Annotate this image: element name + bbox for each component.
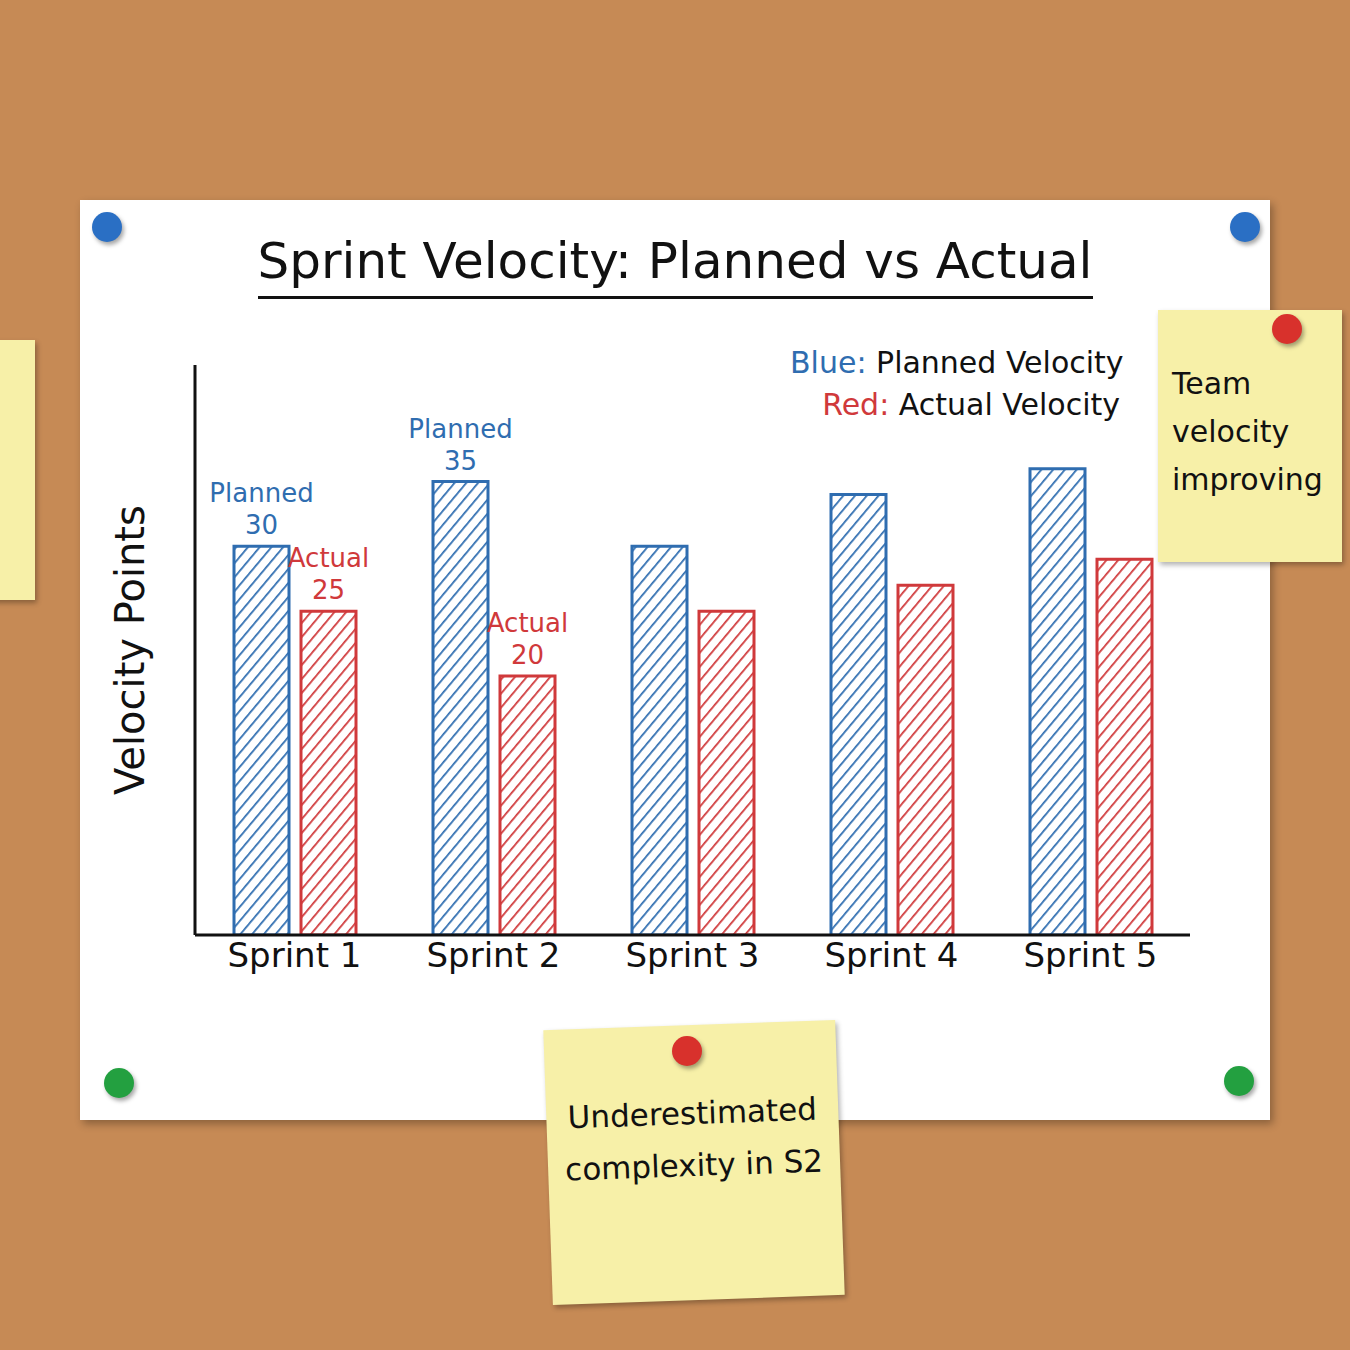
- svg-text:Velocity Points: Velocity Points: [107, 505, 153, 795]
- svg-text:Sprint 3: Sprint 3: [626, 935, 760, 975]
- html-text:Blue: Planned Velocity: Blue: Planned Velocity: [790, 345, 1124, 380]
- svg-text:Sprint 4: Sprint 4: [825, 935, 959, 975]
- svg-text:Sprint 2: Sprint 2: [427, 935, 561, 975]
- svg-text:Planned30: Planned30: [209, 478, 313, 540]
- svg-text:Sprint 5: Sprint 5: [1024, 935, 1158, 975]
- html-text:Red: Actual Velocity: Red: Actual Velocity: [822, 387, 1120, 422]
- html-text:Team velocity improving: Team velocity improving: [1172, 366, 1323, 497]
- html-text:Underestimated complexity in S: Underestimated complexity in S2: [564, 1090, 824, 1188]
- svg-text:Planned35: Planned35: [408, 414, 512, 476]
- svg-text:Actual20: Actual20: [487, 608, 568, 670]
- html-text:Sprint Velocity: Planned vs Ac: Sprint Velocity: Planned vs Actual: [257, 232, 1093, 290]
- svg-text:Actual25: Actual25: [288, 543, 369, 605]
- svg-text:Sprint 1: Sprint 1: [228, 935, 362, 975]
